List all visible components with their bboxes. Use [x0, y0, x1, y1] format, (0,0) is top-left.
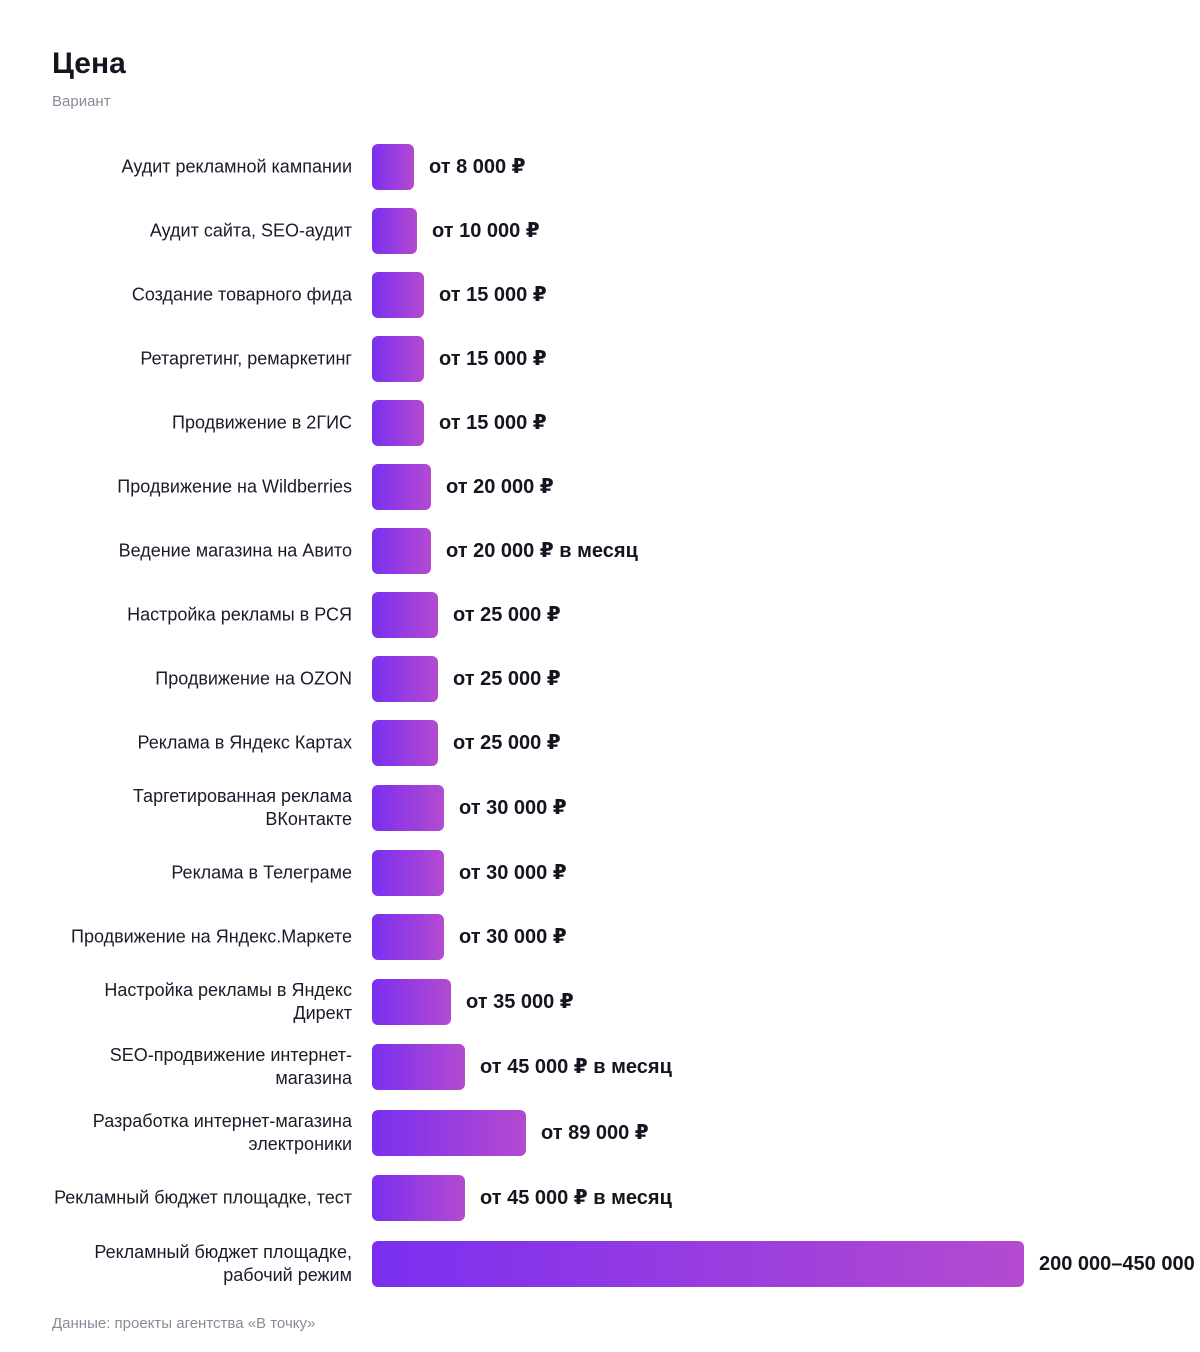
value-label: 200 000–450 000 [1039, 1253, 1195, 1275]
bar [372, 1044, 465, 1090]
value-label: от 45 000 ₽ в месяц [480, 1056, 672, 1078]
value-label: от 35 000 ₽ [466, 991, 574, 1013]
bar [372, 720, 438, 766]
bar [372, 850, 444, 896]
value-label: от 15 000 ₽ [439, 412, 547, 434]
bar [372, 1241, 1024, 1287]
bar [372, 400, 424, 446]
value-label: от 20 000 ₽ [446, 476, 554, 498]
category-label: Реклама в Яндекс Картах [137, 732, 352, 753]
value-label: от 10 000 ₽ [432, 220, 540, 242]
value-label: от 25 000 ₽ [453, 668, 561, 690]
chart-subtitle: Вариант [52, 93, 111, 110]
value-label: от 89 000 ₽ [541, 1122, 649, 1144]
value-label: от 30 000 ₽ [459, 862, 567, 884]
category-label: Аудит сайта, SEO-аудит [149, 220, 352, 241]
value-label: от 15 000 ₽ [439, 348, 547, 370]
value-label: от 30 000 ₽ [459, 926, 567, 948]
bar [372, 272, 424, 318]
bar [372, 785, 444, 831]
category-label: Продвижение в 2ГИС [172, 412, 352, 433]
bar [372, 336, 424, 382]
category-label: SEO-продвижение интернет-магазина [109, 1045, 352, 1088]
value-label: от 8 000 ₽ [429, 156, 526, 178]
category-label: Настройка рекламы в Яндекс Директ [104, 980, 352, 1023]
category-label: Реклама в Телеграме [171, 862, 352, 883]
bar [372, 592, 438, 638]
bar [372, 208, 417, 254]
category-label: Продвижение на OZON [155, 668, 352, 689]
value-label: от 15 000 ₽ [439, 284, 547, 306]
value-label: от 45 000 ₽ в месяц [480, 1187, 672, 1209]
category-label: Рекламный бюджет площадке, тест [54, 1187, 352, 1208]
category-label: Ретаргетинг, ремаркетинг [140, 348, 352, 369]
bar [372, 464, 431, 510]
category-label: Создание товарного фида [131, 284, 352, 305]
bar [372, 914, 444, 960]
category-label: Таргетированная реклама ВКонтакте [132, 786, 352, 829]
category-label: Ведение магазина на Авито [118, 540, 352, 561]
category-label: Аудит рекламной кампании [121, 156, 352, 177]
category-label: Рекламный бюджет площадке, рабочий режим [94, 1242, 352, 1285]
chart-title: Цена [52, 47, 126, 80]
chart-source-note: Данные: проекты агентства «В точку» [52, 1315, 316, 1332]
bar [372, 1175, 465, 1221]
bar [372, 1110, 526, 1156]
bar [372, 528, 431, 574]
bar [372, 979, 451, 1025]
category-label: Настройка рекламы в РСЯ [127, 604, 352, 625]
category-label: Продвижение на Яндекс.Маркете [71, 926, 352, 947]
bar [372, 144, 414, 190]
bar [372, 656, 438, 702]
value-label: от 30 000 ₽ [459, 797, 567, 819]
value-label: от 25 000 ₽ [453, 732, 561, 754]
category-label: Разработка интернет-магазина электроники [92, 1111, 352, 1154]
value-label: от 20 000 ₽ в месяц [446, 540, 638, 562]
category-label: Продвижение на Wildberries [117, 476, 352, 497]
value-label: от 25 000 ₽ [453, 604, 561, 626]
